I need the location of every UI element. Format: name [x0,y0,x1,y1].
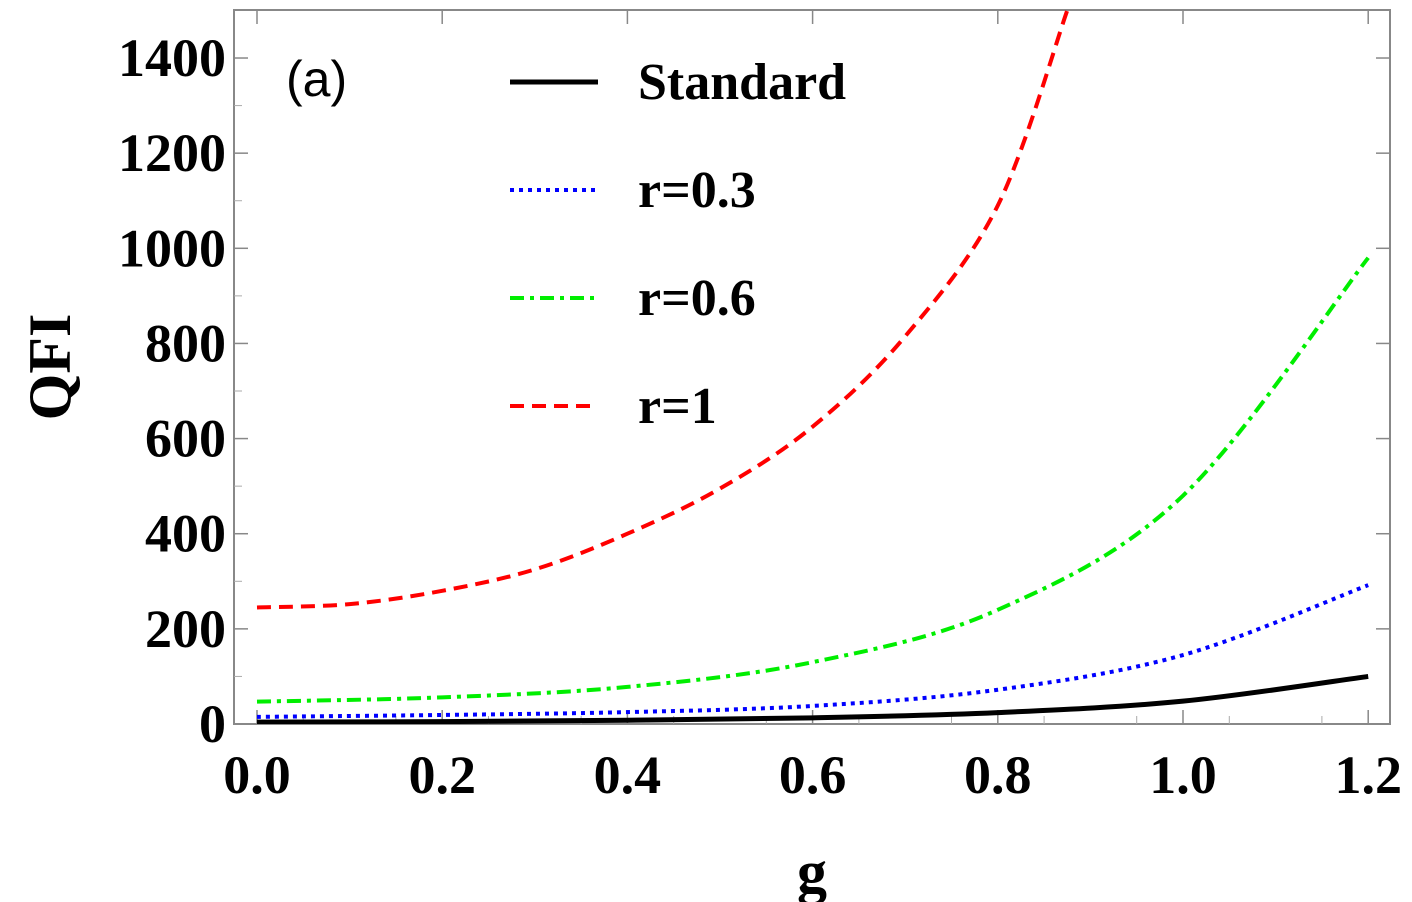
y-axis-label: QFI [17,314,83,421]
x-tick-label: 0.8 [964,745,1032,805]
panel-label: (a) [286,51,347,107]
x-tick-label: 0.0 [223,745,291,805]
y-tick-label: 200 [145,599,226,659]
series-line-r-0-6 [256,256,1370,704]
legend-label-r-0-6: r=0.6 [638,270,756,327]
y-tick-label: 600 [145,409,226,469]
y-tick-label: 1000 [118,218,226,278]
series-line-r-0-3 [256,583,1369,719]
y-tick-label: 1200 [118,123,226,183]
legend-label-standard: Standard [638,54,846,111]
x-axis-label: g [797,839,827,902]
x-tick-label: 1.2 [1334,745,1402,805]
x-tick-label: 0.6 [779,745,847,805]
x-tick-label: 0.2 [408,745,476,805]
y-tick-label: 0 [199,694,226,754]
legend-label-r-1: r=1 [638,378,717,435]
y-tick-label: 400 [145,504,226,564]
series-line-r-1 [256,10,1070,610]
series-line-standard [256,673,1369,724]
y-tick-label: 800 [145,313,226,373]
y-tick-label: 1400 [118,28,226,88]
x-tick-label: 1.0 [1149,745,1217,805]
legend-label-r-0-3: r=0.3 [638,162,756,219]
plot-frame [233,9,1391,725]
x-tick-label: 0.4 [594,745,662,805]
